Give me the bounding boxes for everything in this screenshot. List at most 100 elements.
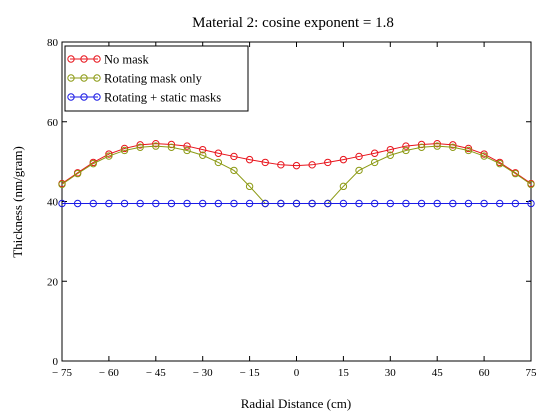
data-point [324,199,332,208]
data-point [261,158,269,167]
series-line [61,143,532,184]
data-point [511,169,520,178]
legend-marker-swatch [67,55,75,63]
chart-title: Material 2: cosine exponent = 1.8 [192,15,394,31]
data-point [402,146,410,155]
data-point [480,199,488,208]
data-point [245,155,254,164]
data-point [386,151,394,159]
data-point [214,149,223,157]
data-point [89,159,97,168]
data-point [199,151,207,159]
data-point [230,152,238,161]
data-point [449,141,457,149]
data-point [370,158,379,167]
data-point [73,169,82,178]
data-point [339,182,348,191]
data-point [433,142,441,150]
legend-item: Rotating mask only [67,72,203,86]
legend: No mask Rotating mask only Rotating + stat… [64,45,249,112]
data-point [370,149,379,157]
data-point [105,150,113,158]
data-point [355,166,363,175]
data-point [339,155,348,164]
data-point [370,199,379,208]
x-tick-label: − 15 [240,367,260,379]
data-point [183,142,191,150]
legend-marker-swatch [93,55,101,63]
data-point [402,199,410,208]
data-point [292,199,301,208]
y-axis-title: Thickness (nm/gram) [10,146,25,258]
x-tick-label: 0 [294,367,300,379]
data-point [480,150,488,158]
x-axis-title: Radial Distance (cm) [241,396,351,411]
x-tick-label: 45 [432,367,444,379]
data-point [245,199,254,208]
data-point [308,161,316,169]
data-point [167,199,176,208]
data-point [480,152,488,160]
legend-item: No mask [67,53,150,67]
legend-marker-swatch [93,93,101,101]
data-point [152,139,160,148]
data-point [464,199,473,208]
data-point [355,199,363,208]
series-3 [58,199,535,208]
data-point [433,199,441,208]
data-point [183,146,191,155]
y-tick-label: 0 [53,356,59,368]
data-point [308,199,316,208]
legend-label: Rotating mask only [104,72,203,86]
data-point [152,142,160,150]
data-point [527,199,535,208]
legend-marker-swatch [80,55,88,63]
data-point [402,142,410,150]
data-point [136,199,144,208]
data-point [230,199,238,208]
data-point [105,152,113,160]
x-tick-label: 60 [479,367,491,379]
y-tick-label: 20 [47,276,59,288]
x-tick-label: 30 [385,367,397,379]
data-point [464,146,473,155]
legend-marker-swatch [80,74,88,82]
data-point [277,161,285,169]
data-point [527,180,535,189]
data-point [386,145,394,154]
x-tick-label: − 45 [146,367,166,379]
data-point [199,145,207,154]
x-tick-label: − 60 [99,367,119,379]
data-point [417,199,426,208]
axis-ticks: − 75 − 60 − 45 − 30 − 15 0 15 30 45 60 75 0 20 40 60 80 [47,37,537,379]
data-point [105,199,113,208]
data-point [89,199,97,208]
series-1 [58,139,535,188]
data-point [245,182,254,191]
y-tick-label: 40 [47,197,59,209]
data-point [152,199,160,208]
x-tick-label: 75 [526,367,538,379]
data-point [496,159,504,168]
data-point [511,199,520,208]
data-point [58,199,66,208]
legend-label: No mask [104,53,150,67]
data-point [73,199,82,208]
data-point [496,199,504,208]
data-point [339,199,348,208]
data-point [120,199,129,208]
data-point [214,158,223,167]
data-point [449,143,457,151]
y-tick-label: 60 [47,117,59,129]
data-point [58,180,66,189]
legend-marker-swatch [67,93,75,101]
x-tick-label: − 75 [52,367,72,379]
data-point [120,144,129,153]
legend-marker-swatch [80,93,88,101]
data-point [417,143,426,151]
data-point [136,143,144,151]
x-tick-label: − 30 [193,367,213,379]
series-2 [58,142,535,208]
data-point [120,146,129,155]
